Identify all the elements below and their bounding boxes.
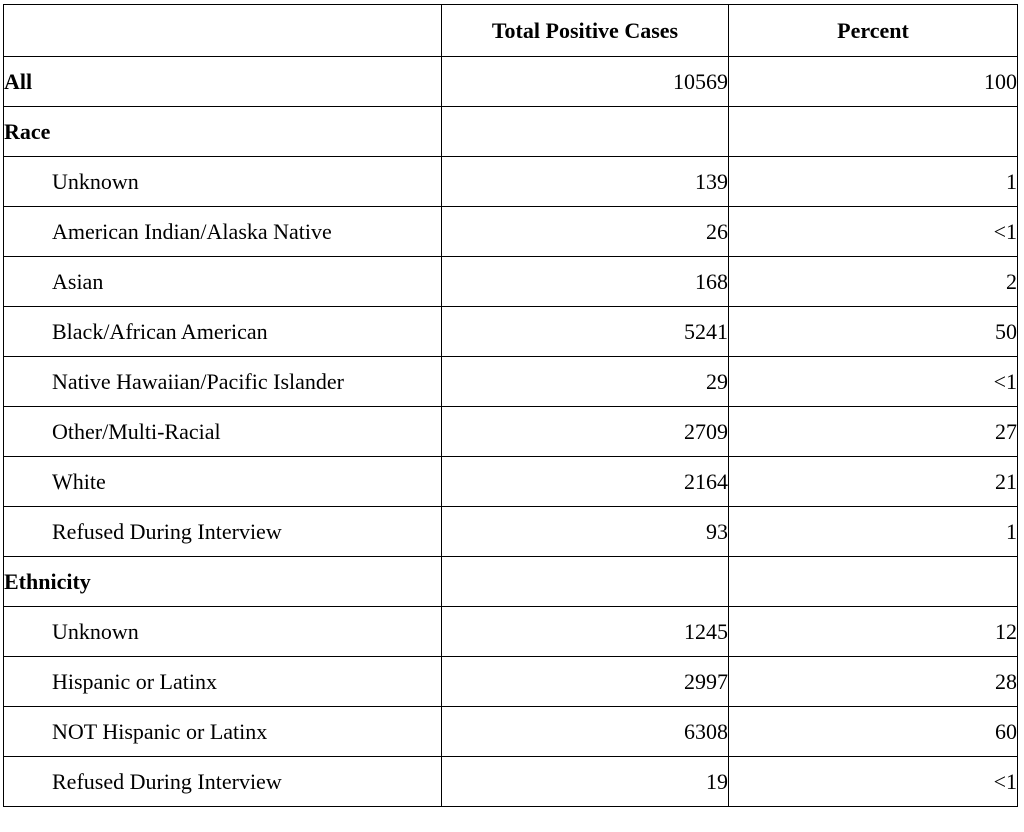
table-row: American Indian/Alaska Native 26 <1 (3, 206, 1018, 257)
cell-total: 93 (441, 506, 729, 557)
cell-total-all: 10569 (441, 56, 729, 107)
positive-cases-table: Total Positive Cases Percent All 10569 1… (3, 4, 1018, 807)
empty-cell (728, 106, 1018, 157)
cell-total: 19 (441, 756, 729, 807)
table-row-all: All 10569 100 (3, 56, 1018, 107)
cell-percent: 21 (728, 456, 1018, 507)
cell-total: 5241 (441, 306, 729, 357)
section-label-ethnicity: Ethnicity (3, 556, 442, 607)
row-label: Other/Multi-Racial (3, 406, 442, 457)
row-label: White (3, 456, 442, 507)
table-row: Black/African American 5241 50 (3, 306, 1018, 357)
cell-percent: <1 (728, 756, 1018, 807)
row-label: Asian (3, 256, 442, 307)
table-row: Refused During Interview 93 1 (3, 506, 1018, 557)
row-label: Unknown (3, 606, 442, 657)
section-row-race: Race (3, 106, 1018, 157)
column-header-total: Total Positive Cases (441, 4, 729, 57)
table-row: Unknown 1245 12 (3, 606, 1018, 657)
cell-total: 6308 (441, 706, 729, 757)
header-blank-cell (3, 4, 442, 57)
cell-percent: 12 (728, 606, 1018, 657)
row-label: Native Hawaiian/Pacific Islander (3, 356, 442, 407)
row-label-all: All (3, 56, 442, 107)
empty-cell (728, 556, 1018, 607)
cell-total: 139 (441, 156, 729, 207)
table-row: NOT Hispanic or Latinx 6308 60 (3, 706, 1018, 757)
section-label-race: Race (3, 106, 442, 157)
table-row: Other/Multi-Racial 2709 27 (3, 406, 1018, 457)
row-label: Unknown (3, 156, 442, 207)
row-label: American Indian/Alaska Native (3, 206, 442, 257)
row-label: Hispanic or Latinx (3, 656, 442, 707)
cell-percent: <1 (728, 356, 1018, 407)
table-header-row: Total Positive Cases Percent (3, 4, 1018, 57)
cell-percent: 1 (728, 156, 1018, 207)
cell-percent: 1 (728, 506, 1018, 557)
cell-percent-all: 100 (728, 56, 1018, 107)
table-row: Native Hawaiian/Pacific Islander 29 <1 (3, 356, 1018, 407)
table-row: Asian 168 2 (3, 256, 1018, 307)
cell-total: 2164 (441, 456, 729, 507)
cell-total: 168 (441, 256, 729, 307)
table-row: Unknown 139 1 (3, 156, 1018, 207)
cell-total: 29 (441, 356, 729, 407)
table-row: Hispanic or Latinx 2997 28 (3, 656, 1018, 707)
cell-total: 26 (441, 206, 729, 257)
empty-cell (441, 106, 729, 157)
cell-percent: 2 (728, 256, 1018, 307)
section-row-ethnicity: Ethnicity (3, 556, 1018, 607)
table-row: White 2164 21 (3, 456, 1018, 507)
cell-total: 2709 (441, 406, 729, 457)
cell-percent: 50 (728, 306, 1018, 357)
cell-percent: <1 (728, 206, 1018, 257)
column-header-percent: Percent (728, 4, 1018, 57)
row-label: Refused During Interview (3, 506, 442, 557)
table-row: Refused During Interview 19 <1 (3, 756, 1018, 807)
cell-percent: 60 (728, 706, 1018, 757)
empty-cell (441, 556, 729, 607)
cell-total: 1245 (441, 606, 729, 657)
row-label: Black/African American (3, 306, 442, 357)
cell-total: 2997 (441, 656, 729, 707)
cell-percent: 28 (728, 656, 1018, 707)
row-label: Refused During Interview (3, 756, 442, 807)
row-label: NOT Hispanic or Latinx (3, 706, 442, 757)
cell-percent: 27 (728, 406, 1018, 457)
